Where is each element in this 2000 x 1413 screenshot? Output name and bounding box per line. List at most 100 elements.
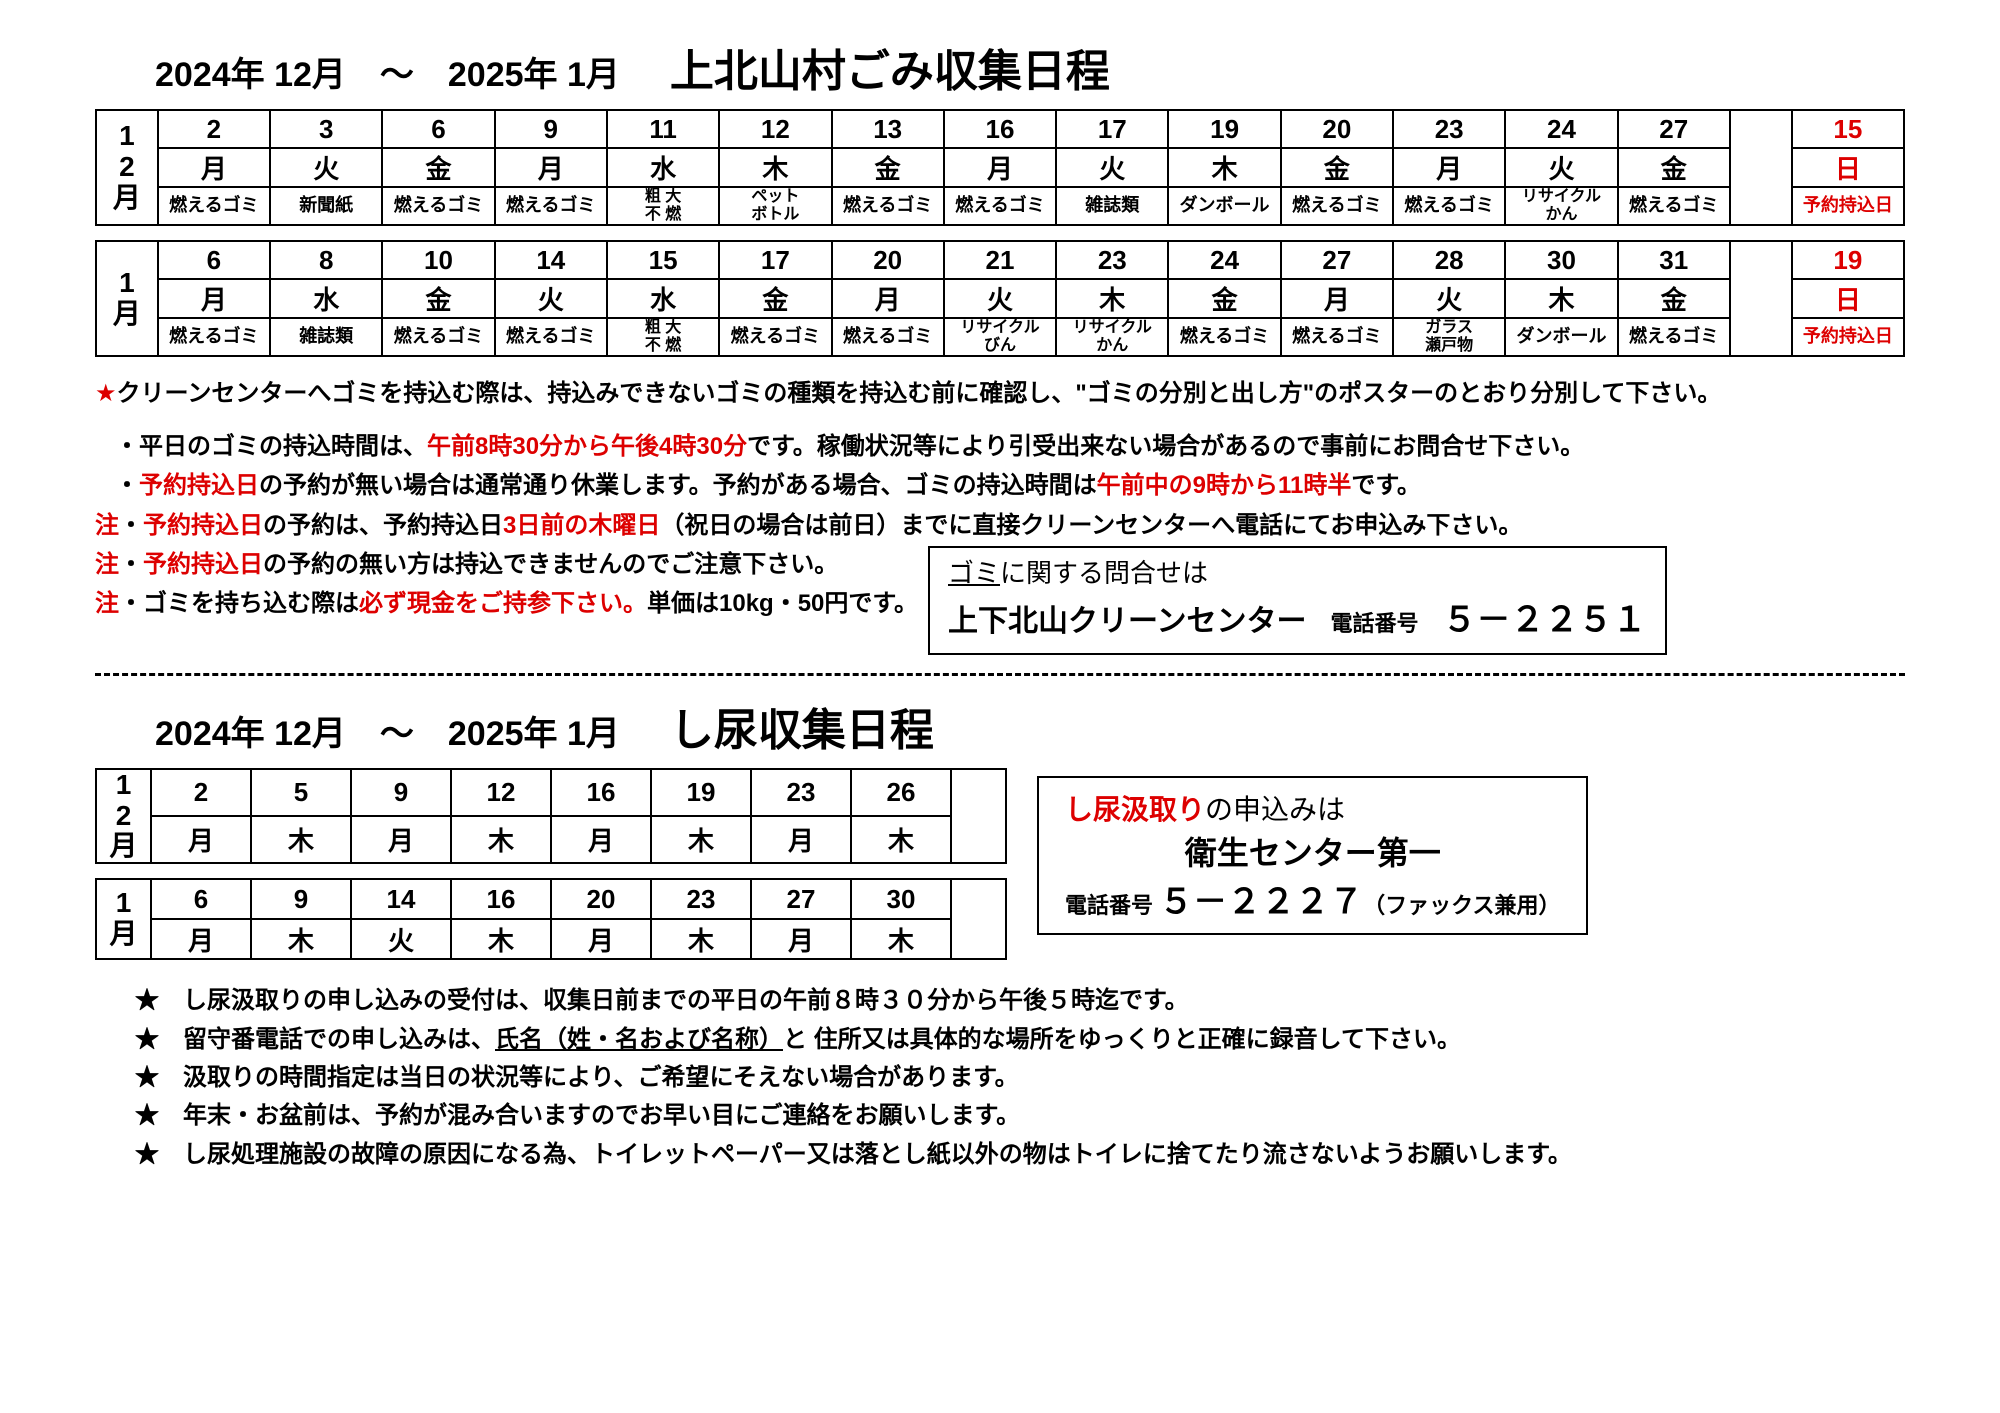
date-cell: 24 xyxy=(1168,241,1280,279)
date-cell: 8 xyxy=(270,241,382,279)
contact-box-sewage: し尿汲取りの申込みは 衛生センター第一 電話番号 ５－２２２７（ファックス兼用） xyxy=(1037,776,1588,935)
special-day: 日 xyxy=(1792,148,1904,187)
date-cell: 23 xyxy=(1056,241,1168,279)
sewage-table-jan: 1月69141620232730月木火木月木月木 xyxy=(95,878,1007,960)
category-cell: 燃えるゴミ xyxy=(1281,318,1393,356)
category-cell: 雑誌類 xyxy=(270,318,382,356)
day-cell: 火 xyxy=(1393,279,1505,318)
category-cell: 燃えるゴミ xyxy=(832,187,944,225)
date-cell: 10 xyxy=(382,241,494,279)
date-cell: 16 xyxy=(551,769,651,816)
day-cell: 月 xyxy=(351,816,451,863)
day-cell: 木 xyxy=(719,148,831,187)
special-category: 予約持込日 xyxy=(1792,187,1904,225)
category-cell: ダンボール xyxy=(1168,187,1280,225)
day-cell: 月 xyxy=(944,148,1056,187)
day-cell: 月 xyxy=(751,816,851,863)
header-sewage: 2024年 12月 ～ 2025年 1月 し尿収集日程 xyxy=(95,694,1905,758)
day-cell: 木 xyxy=(851,919,951,959)
special-day: 日 xyxy=(1792,279,1904,318)
category-cell: 燃えるゴミ xyxy=(944,187,1056,225)
day-cell: 月 xyxy=(551,816,651,863)
category-cell: 燃えるゴミ xyxy=(719,318,831,356)
title-sewage: し尿収集日程 xyxy=(670,694,934,758)
date-cell: 9 xyxy=(251,879,351,919)
day-cell: 月 xyxy=(151,816,251,863)
date-cell: 20 xyxy=(832,241,944,279)
day-cell: 月 xyxy=(751,919,851,959)
date-cell: 17 xyxy=(1056,110,1168,148)
date-cell: 23 xyxy=(651,879,751,919)
date-cell: 15 xyxy=(607,241,719,279)
day-cell: 金 xyxy=(719,279,831,318)
date-cell: 21 xyxy=(944,241,1056,279)
category-cell: 粗 大不 燃 xyxy=(607,318,719,356)
day-cell: 金 xyxy=(382,148,494,187)
category-cell: 燃えるゴミ xyxy=(382,318,494,356)
date-cell: 11 xyxy=(607,110,719,148)
day-cell: 木 xyxy=(851,816,951,863)
category-cell: 燃えるゴミ xyxy=(158,187,270,225)
notes-garbage: ★クリーンセンターへゴミを持込む際は、持込みできないゴミの種類を持込む前に確認し… xyxy=(95,375,1905,655)
schedule-table-dec: 12月23691112131617192023242715月火金月水木金月火木金… xyxy=(95,109,1905,226)
category-cell: 燃えるゴミ xyxy=(495,187,607,225)
day-cell: 木 xyxy=(1168,148,1280,187)
day-cell: 金 xyxy=(1618,279,1730,318)
date-cell: 6 xyxy=(151,879,251,919)
date-cell: 17 xyxy=(719,241,831,279)
date-cell: 28 xyxy=(1393,241,1505,279)
day-cell: 木 xyxy=(251,919,351,959)
day-cell: 金 xyxy=(1281,148,1393,187)
date-cell: 5 xyxy=(251,769,351,816)
day-cell: 月 xyxy=(1393,148,1505,187)
date-cell: 12 xyxy=(719,110,831,148)
category-cell: 燃えるゴミ xyxy=(382,187,494,225)
category-cell: リサイクルびん xyxy=(944,318,1056,356)
date-cell: 20 xyxy=(551,879,651,919)
day-cell: 月 xyxy=(495,148,607,187)
date-range-1: 2024年 12月 ～ 2025年 1月 xyxy=(155,47,620,96)
day-cell: 金 xyxy=(1168,279,1280,318)
date-cell: 12 xyxy=(451,769,551,816)
day-cell: 火 xyxy=(270,148,382,187)
day-cell: 月 xyxy=(151,919,251,959)
date-cell: 3 xyxy=(270,110,382,148)
day-cell: 月 xyxy=(158,279,270,318)
date-cell: 23 xyxy=(751,769,851,816)
notes-sewage: ★ し尿汲取りの申し込みの受付は、収集日前までの平日の午前８時３０分から午後５時… xyxy=(135,982,1905,1174)
category-cell: ガラス瀬戸物 xyxy=(1393,318,1505,356)
sewage-table-dec: 12月2591216192326月木月木月木月木 xyxy=(95,768,1007,864)
special-category: 予約持込日 xyxy=(1792,318,1904,356)
category-cell: 燃えるゴミ xyxy=(1618,318,1730,356)
category-cell: ダンボール xyxy=(1505,318,1617,356)
category-cell: 燃えるゴミ xyxy=(1618,187,1730,225)
day-cell: 木 xyxy=(251,816,351,863)
day-cell: 木 xyxy=(1505,279,1617,318)
date-cell: 14 xyxy=(351,879,451,919)
date-cell: 27 xyxy=(1618,110,1730,148)
day-cell: 木 xyxy=(451,919,551,959)
day-cell: 月 xyxy=(158,148,270,187)
day-cell: 木 xyxy=(651,816,751,863)
date-cell: 6 xyxy=(382,110,494,148)
day-cell: 金 xyxy=(1618,148,1730,187)
day-cell: 水 xyxy=(607,279,719,318)
category-cell: 雑誌類 xyxy=(1056,187,1168,225)
day-cell: 月 xyxy=(551,919,651,959)
day-cell: 水 xyxy=(607,148,719,187)
category-cell: ペットボトル xyxy=(719,187,831,225)
day-cell: 木 xyxy=(451,816,551,863)
date-cell: 23 xyxy=(1393,110,1505,148)
date-cell: 26 xyxy=(851,769,951,816)
day-cell: 金 xyxy=(832,148,944,187)
date-cell: 31 xyxy=(1618,241,1730,279)
schedule-table-jan: 1月6810141517202123242728303119月水金火水金月火木金… xyxy=(95,240,1905,357)
contact-box-garbage: ゴミに関する問合せは 上下北山クリーンセンター 電話番号 ５－２２５１ xyxy=(928,546,1667,655)
date-cell: 13 xyxy=(832,110,944,148)
date-cell: 2 xyxy=(151,769,251,816)
category-cell: 燃えるゴミ xyxy=(495,318,607,356)
date-cell: 27 xyxy=(1281,241,1393,279)
day-cell: 火 xyxy=(944,279,1056,318)
category-cell: 粗 大不 燃 xyxy=(607,187,719,225)
category-cell: 燃えるゴミ xyxy=(832,318,944,356)
